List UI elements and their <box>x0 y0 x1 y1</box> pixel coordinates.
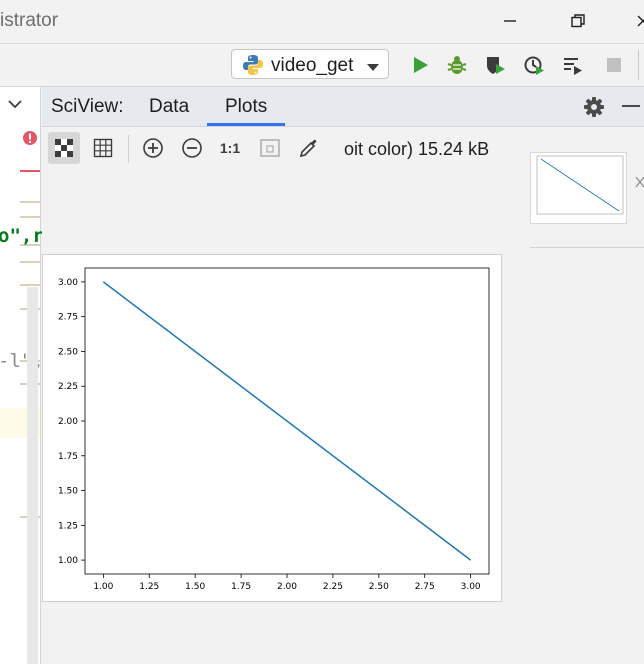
checker-background-icon[interactable] <box>48 132 80 164</box>
debug-icon[interactable] <box>444 52 470 78</box>
stop-icon[interactable] <box>601 52 627 78</box>
grid-icon[interactable] <box>87 132 119 164</box>
y-tick-label: 2.75 <box>58 313 78 323</box>
series-line-0 <box>102 281 472 561</box>
marker <box>20 216 40 218</box>
collapse-chevron-icon[interactable] <box>8 97 22 115</box>
close-icon[interactable] <box>635 175 644 194</box>
plot-image: 1.00 1.25 1.50 1.75 2.00 2.25 2.50 2.75 3.00 1.00… <box>42 254 502 602</box>
editor-scrollbar[interactable] <box>27 287 38 664</box>
toolbar-divider <box>638 50 639 80</box>
window-title-bar: istrator <box>0 0 644 44</box>
marker <box>20 201 40 203</box>
x-tick-label: 2.00 <box>277 582 297 592</box>
y-tick-label: 2.50 <box>58 347 78 357</box>
line-chart: 1.00 1.25 1.50 1.75 2.00 2.25 2.50 2.75 3.00 1.00… <box>58 267 490 592</box>
x-tick-label: 2.25 <box>323 582 343 592</box>
plot-thumbnail[interactable] <box>530 152 627 224</box>
y-tick-label: 2.00 <box>58 417 78 427</box>
toolbar-separator <box>128 135 129 163</box>
restore-icon[interactable] <box>563 8 593 34</box>
run-icon[interactable] <box>407 52 433 78</box>
close-icon[interactable] <box>628 8 644 34</box>
code-editor[interactable]: o",r -l", <box>0 87 44 664</box>
x-tick-label: 3.00 <box>461 582 481 592</box>
x-tick-label: 1.00 <box>93 582 113 592</box>
actual-size-icon[interactable]: 1:1 <box>219 140 241 156</box>
y-tick-label: 1.25 <box>58 521 78 531</box>
tab-data[interactable]: Data <box>149 96 190 117</box>
plot-toolbar: 1:1 oit color) 15.24 kB <box>42 127 530 171</box>
coverage-icon[interactable] <box>482 52 508 78</box>
x-tick-label: 1.50 <box>185 582 205 592</box>
run-configuration-label: video_get <box>271 55 354 76</box>
tab-plots[interactable]: Plots <box>225 96 268 117</box>
dropdown-arrow-icon <box>366 60 380 78</box>
marker <box>20 284 40 286</box>
fit-icon[interactable] <box>254 132 286 164</box>
error-circle-icon[interactable] <box>22 130 38 151</box>
minimize-icon[interactable] <box>495 8 525 34</box>
thumbnail-chart <box>536 155 624 215</box>
sciview-panel: SciView: Data Plots <box>42 87 644 664</box>
error-stripe-marker <box>20 170 40 172</box>
gear-icon[interactable] <box>583 96 605 123</box>
x-tick-label: 2.75 <box>415 582 435 592</box>
y-tick-label: 2.25 <box>58 382 78 392</box>
run-toolbar: video_get <box>0 44 644 87</box>
active-tab-indicator <box>207 123 285 126</box>
marker <box>20 244 40 246</box>
marker <box>20 261 40 263</box>
zoom-out-icon[interactable] <box>176 132 208 164</box>
color-picker-icon[interactable] <box>293 132 325 164</box>
zoom-in-icon[interactable] <box>137 132 169 164</box>
python-icon <box>242 54 264 81</box>
profile-icon[interactable] <box>521 52 547 78</box>
run-configuration-selector[interactable]: video_get <box>231 49 389 79</box>
plot-thumbnails-panel <box>530 127 644 248</box>
x-tick-label: 2.50 <box>369 582 389 592</box>
y-tick-label: 1.50 <box>58 487 78 497</box>
y-tick-label: 1.75 <box>58 452 78 462</box>
window-title: istrator <box>0 10 59 31</box>
code-string-fragment: o",r <box>0 225 44 247</box>
x-tick-label: 1.75 <box>231 582 251 592</box>
x-tick-label: 1.25 <box>139 582 159 592</box>
sciview-header: SciView: Data Plots <box>42 87 644 127</box>
minimize-panel-icon[interactable] <box>622 105 640 107</box>
y-tick-label: 3.00 <box>58 278 78 288</box>
image-info-label: oit color) 15.24 kB <box>344 139 490 159</box>
y-tick-label: 1.00 <box>58 556 78 566</box>
sciview-title: SciView: <box>51 96 124 117</box>
run-list-icon[interactable] <box>560 52 586 78</box>
